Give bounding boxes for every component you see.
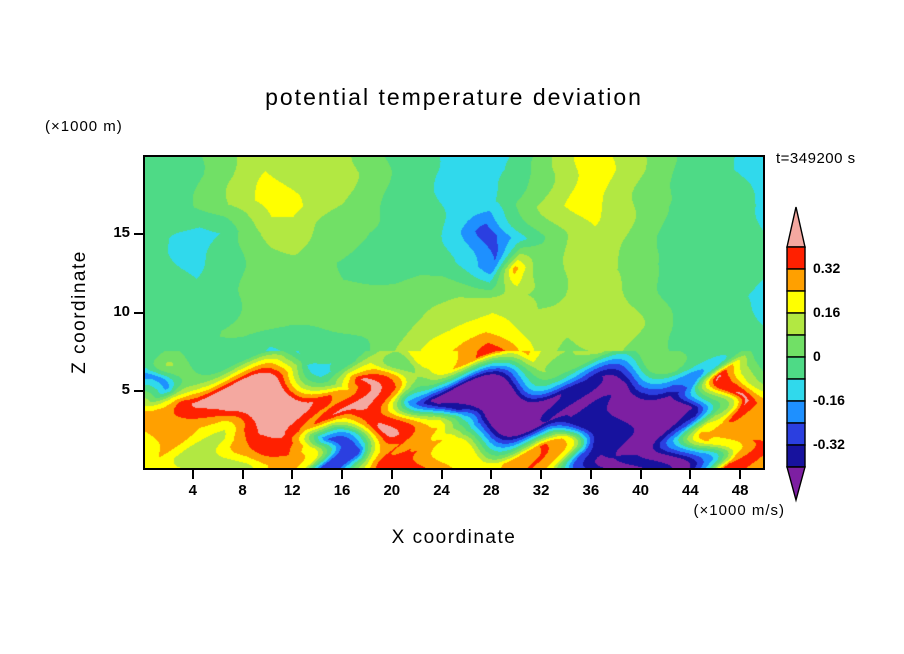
colorbar	[786, 206, 806, 503]
x-tick-label: 16	[333, 482, 351, 499]
colorbar-cell	[786, 444, 806, 468]
x-tick-label: 48	[731, 482, 749, 499]
plot-frame	[143, 155, 765, 470]
x-tick-label: 8	[238, 482, 247, 499]
colorbar-cell	[786, 422, 806, 446]
colorbar-tick-label: 0	[813, 348, 821, 364]
colorbar-bottom-arrow	[786, 466, 806, 503]
x-tick-mark	[639, 470, 642, 479]
colorbar-cell	[786, 400, 806, 424]
x-tick-mark	[490, 470, 493, 479]
x-tick-label: 12	[283, 482, 301, 499]
colorbar-cell	[786, 246, 806, 270]
z-tick-label: 10	[113, 302, 130, 320]
x-tick-mark	[191, 470, 194, 479]
x-tick-label: 40	[632, 482, 649, 499]
z-tick-mark	[134, 390, 143, 393]
colorbar-cell	[786, 268, 806, 292]
x-axis-title: X coordinate	[391, 527, 517, 548]
z-tick-label: 15	[113, 223, 130, 241]
x-tick-label: 24	[433, 482, 450, 499]
colorbar-tick-label: 0.16	[813, 304, 841, 320]
timestamp-label: t=349200 s	[776, 150, 856, 167]
colorbar-tick-label: -0.16	[813, 392, 845, 408]
x-tick-mark	[241, 470, 244, 479]
z-tick-label: 5	[121, 381, 130, 399]
x-tick-label: 4	[188, 482, 197, 499]
x-tick-mark	[540, 470, 543, 479]
x-tick-label: 20	[383, 482, 401, 499]
x-tick-mark	[341, 470, 344, 479]
z-tick-mark	[134, 232, 143, 235]
colorbar-cell	[786, 312, 806, 336]
x-tick-mark	[589, 470, 592, 479]
colorbar-top-arrow	[786, 206, 806, 248]
x-tick-label: 44	[682, 482, 699, 499]
x-tick-label: 36	[582, 482, 600, 499]
x-tick-mark	[739, 470, 742, 479]
colorbar-tick-label: 0.32	[813, 260, 841, 276]
x-tick-mark	[440, 470, 443, 479]
x-tick-mark	[390, 470, 393, 479]
contour-plot-canvas	[145, 157, 763, 468]
z-axis-unit-label: (×1000 m)	[45, 118, 123, 135]
z-tick-mark	[134, 311, 143, 314]
x-axis-unit-label: (×1000 m/s)	[693, 502, 785, 519]
x-tick-mark	[291, 470, 294, 479]
colorbar-tick-label: -0.32	[813, 436, 845, 452]
x-tick-label: 32	[532, 482, 550, 499]
x-tick-mark	[689, 470, 692, 479]
x-tick-label: 28	[482, 482, 500, 499]
colorbar-cell	[786, 334, 806, 358]
colorbar-cell	[786, 378, 806, 402]
colorbar-cell	[786, 290, 806, 314]
chart-title: potential temperature deviation	[265, 84, 643, 110]
colorbar-cell	[786, 356, 806, 380]
